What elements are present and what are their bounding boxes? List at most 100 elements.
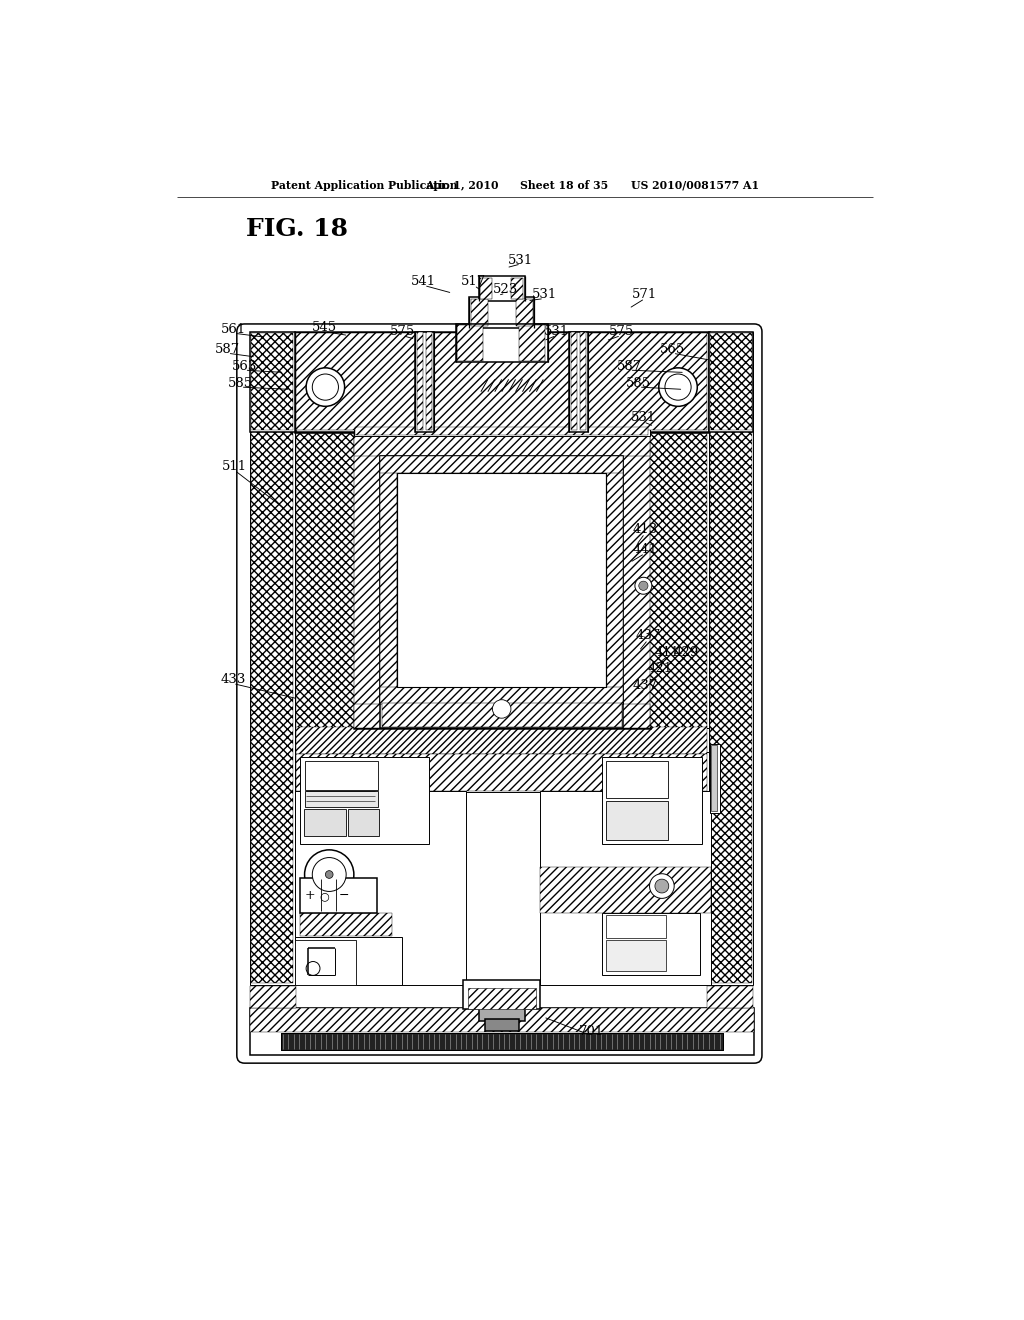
Bar	[711, 744, 717, 812]
Text: 441: 441	[633, 543, 657, 556]
Bar	[711, 333, 752, 430]
Bar	[380, 457, 397, 704]
Text: 585: 585	[627, 376, 651, 389]
Bar	[354, 704, 649, 729]
Bar	[300, 878, 377, 913]
Bar	[484, 1019, 518, 1031]
Bar	[710, 743, 720, 813]
Text: 541: 541	[412, 275, 436, 288]
Bar	[457, 326, 483, 360]
Text: 437: 437	[632, 680, 657, 693]
Bar	[709, 331, 754, 432]
Bar	[469, 297, 535, 327]
Text: 413: 413	[632, 523, 657, 536]
Text: US 2010/0081577 A1: US 2010/0081577 A1	[631, 180, 759, 191]
Bar	[380, 701, 624, 729]
Bar	[304, 760, 378, 789]
Bar	[250, 331, 295, 985]
Text: 561: 561	[221, 323, 247, 335]
Text: Sheet 18 of 35: Sheet 18 of 35	[520, 180, 608, 191]
Text: 531: 531	[508, 253, 534, 267]
Circle shape	[658, 368, 697, 407]
Bar	[354, 426, 649, 436]
Bar	[709, 331, 754, 985]
Bar	[478, 276, 525, 301]
Bar	[354, 432, 649, 457]
Bar	[250, 331, 295, 432]
Bar	[456, 323, 548, 363]
Text: 531: 531	[631, 412, 656, 425]
Bar	[511, 277, 523, 300]
Text: −: −	[339, 888, 349, 902]
Bar	[295, 752, 709, 792]
Bar	[304, 809, 346, 836]
Bar	[355, 428, 648, 434]
Bar	[624, 432, 649, 729]
Bar	[416, 331, 434, 432]
Bar	[711, 333, 752, 983]
Bar	[296, 754, 708, 791]
Text: 587: 587	[215, 343, 241, 356]
Circle shape	[665, 374, 691, 400]
Text: +: +	[305, 888, 315, 902]
Bar	[250, 1007, 755, 1032]
Bar	[250, 1007, 755, 1056]
Bar	[606, 801, 668, 840]
Bar	[581, 331, 587, 430]
Bar	[602, 913, 700, 974]
Bar	[252, 333, 293, 983]
Bar	[605, 940, 666, 970]
Text: ○: ○	[319, 891, 330, 902]
Circle shape	[655, 879, 669, 894]
Bar	[518, 326, 545, 360]
Text: Patent Application Publication: Patent Application Publication	[270, 180, 457, 191]
Text: 421: 421	[648, 663, 673, 676]
Circle shape	[312, 858, 346, 891]
Bar	[708, 986, 754, 1007]
Bar	[281, 1034, 723, 1051]
Bar	[295, 432, 356, 729]
Bar	[295, 940, 356, 985]
Bar	[296, 433, 354, 726]
Bar	[649, 433, 708, 726]
Circle shape	[306, 961, 319, 975]
Bar	[300, 913, 392, 936]
Text: 565: 565	[660, 343, 685, 356]
Text: 701: 701	[579, 1026, 603, 1038]
Text: 575: 575	[608, 325, 634, 338]
Bar	[647, 432, 709, 729]
Bar	[380, 457, 624, 474]
Bar	[296, 333, 708, 430]
Circle shape	[635, 577, 652, 594]
Text: 563: 563	[231, 360, 257, 372]
Bar	[252, 333, 293, 430]
Bar	[304, 792, 378, 807]
Bar	[295, 791, 466, 985]
Bar	[426, 331, 432, 430]
Bar	[295, 725, 709, 755]
Text: 571: 571	[632, 288, 657, 301]
Text: FIG. 18: FIG. 18	[246, 218, 348, 242]
Bar	[541, 791, 711, 985]
Circle shape	[493, 700, 511, 718]
Circle shape	[326, 871, 333, 878]
Bar	[471, 298, 487, 326]
Circle shape	[312, 374, 339, 400]
Text: 429: 429	[674, 647, 699, 659]
Text: 531: 531	[544, 325, 569, 338]
Bar	[250, 986, 296, 1007]
Bar	[606, 457, 624, 704]
Circle shape	[649, 874, 674, 899]
Bar	[380, 457, 624, 704]
Bar	[468, 987, 536, 1010]
Circle shape	[306, 368, 345, 407]
Bar	[295, 331, 709, 432]
Text: 511: 511	[222, 459, 247, 473]
Text: 433: 433	[220, 673, 246, 686]
Bar	[382, 702, 622, 726]
Text: 517: 517	[462, 275, 486, 288]
Bar	[602, 758, 701, 843]
Bar	[463, 979, 541, 1010]
Bar	[478, 1006, 525, 1020]
Text: 587: 587	[616, 360, 642, 372]
